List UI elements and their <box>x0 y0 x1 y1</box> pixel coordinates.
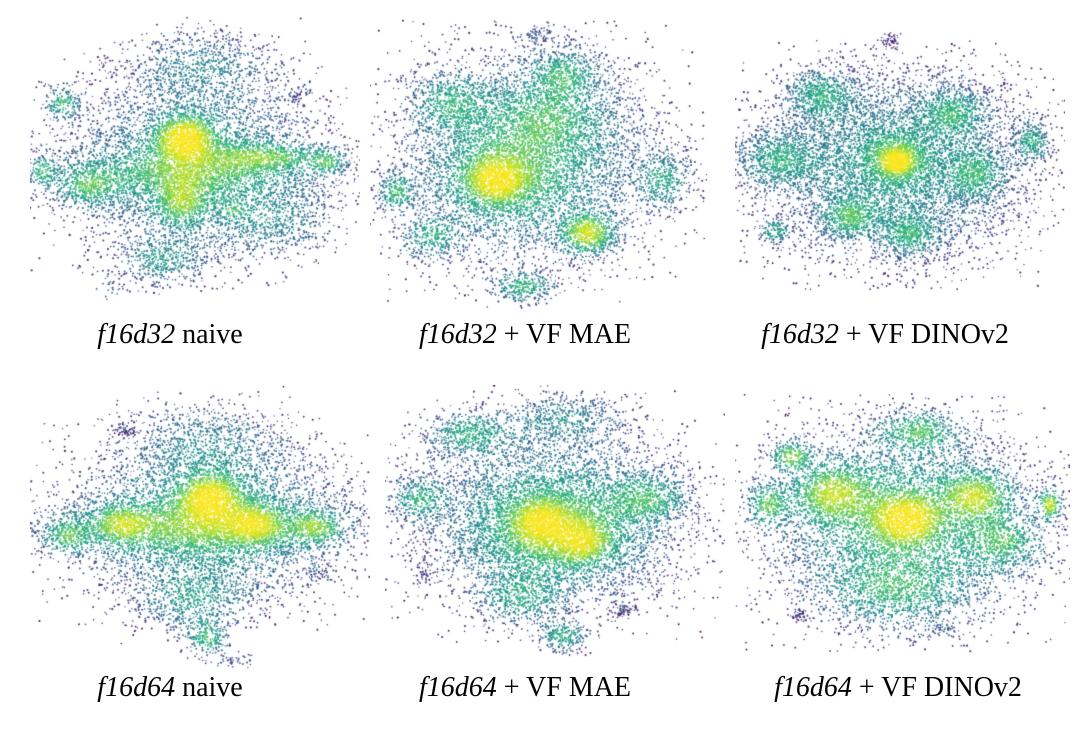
caption-suffix: + VF MAE <box>496 672 632 703</box>
caption-model-name: f16d64 <box>418 672 497 703</box>
scatter-canvas-f16d64-vf-dinov2 <box>735 385 1070 670</box>
caption-f16d32-naive: f16d32 naive <box>97 319 243 351</box>
caption-f16d32-vf-dinov2: f16d32 + VF DINOv2 <box>761 319 1009 351</box>
caption-suffix: naive <box>175 672 243 703</box>
caption-suffix: + VF MAE <box>496 319 632 350</box>
caption-f16d64-vf-dinov2: f16d64 + VF DINOv2 <box>774 672 1022 704</box>
caption-f16d64-vf-mae: f16d64 + VF MAE <box>418 672 632 704</box>
caption-suffix: + VF DINOv2 <box>838 319 1009 350</box>
caption-f16d64-naive: f16d64 naive <box>97 672 243 704</box>
scatter-canvas-f16d32-vf-dinov2 <box>735 20 1065 310</box>
caption-suffix: + VF DINOv2 <box>851 672 1022 703</box>
caption-model-name: f16d32 <box>761 319 839 350</box>
caption-model-name: f16d32 <box>97 319 176 350</box>
scatter-canvas-f16d32-vf-mae <box>370 15 710 310</box>
scatter-canvas-f16d64-vf-mae <box>385 385 725 670</box>
caption-suffix: naive <box>175 319 243 350</box>
scatter-canvas-f16d32-naive <box>30 15 360 310</box>
caption-model-name: f16d64 <box>97 672 176 703</box>
caption-model-name: f16d32 <box>418 319 497 350</box>
caption-f16d32-vf-mae: f16d32 + VF MAE <box>418 319 632 351</box>
caption-model-name: f16d64 <box>774 672 852 703</box>
scatter-canvas-f16d64-naive <box>30 385 370 675</box>
